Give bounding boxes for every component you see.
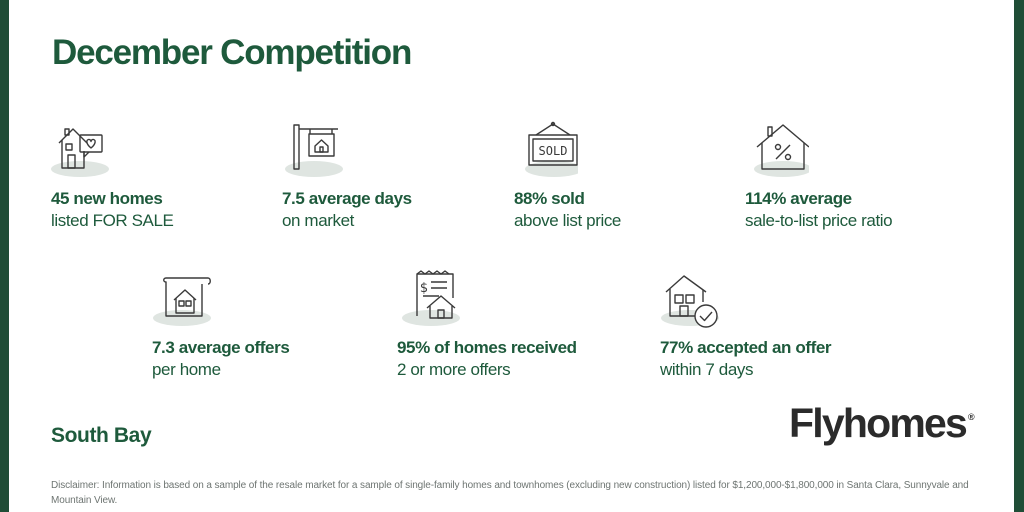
stat-average-offers: 7.3 average offers per home xyxy=(152,270,412,381)
stat-caption: above list price xyxy=(514,211,621,230)
house-check-icon xyxy=(660,270,724,332)
stat-new-homes: 45 new homes listed FOR SALE xyxy=(51,121,311,232)
stat-caption: listed FOR SALE xyxy=(51,211,174,230)
receipt-house-icon: $ xyxy=(397,270,461,332)
flyhomes-logo: Flyhomes ® xyxy=(789,400,975,447)
stat-multiple-offers: $ 95% of homes received 2 or more offers xyxy=(397,270,657,381)
sold-sign-icon: SOLD xyxy=(514,121,578,183)
stat-value: 45 new homes xyxy=(51,189,163,208)
for-sale-sign-icon xyxy=(282,121,346,183)
page-title: December Competition xyxy=(52,33,412,72)
stat-sale-to-list: 114% average sale-to-list price ratio xyxy=(745,121,1005,232)
stat-sold-above-list: SOLD 88% sold above list price xyxy=(514,121,774,232)
stat-caption: sale-to-list price ratio xyxy=(745,211,893,230)
region-label: South Bay xyxy=(51,424,152,447)
stat-value: 7.3 average offers xyxy=(152,338,290,357)
house-percent-icon xyxy=(745,121,809,183)
stat-caption: 2 or more offers xyxy=(397,360,511,379)
stat-value: 77% accepted an offer xyxy=(660,338,832,357)
stat-value: 88% sold xyxy=(514,189,585,208)
stat-value: 7.5 average days xyxy=(282,189,412,208)
registered-mark: ® xyxy=(968,412,975,422)
house-heart-icon xyxy=(51,121,115,183)
stat-value: 95% of homes received xyxy=(397,338,577,357)
infographic-card: December Competition 45 new homes listed… xyxy=(9,0,1014,512)
stat-accepted-offer: 77% accepted an offer within 7 days xyxy=(660,270,920,381)
stat-value: 114% average xyxy=(745,189,852,208)
disclaimer: Disclaimer: Information is based on a sa… xyxy=(51,480,969,506)
svg-text:SOLD: SOLD xyxy=(539,144,568,158)
svg-text:$: $ xyxy=(420,281,428,296)
stat-days-on-market: 7.5 average days on market xyxy=(282,121,542,232)
logo-text: Flyhomes xyxy=(789,400,968,446)
stat-caption: per home xyxy=(152,360,221,379)
stat-caption: within 7 days xyxy=(660,360,754,379)
stat-caption: on market xyxy=(282,211,354,230)
house-document-icon xyxy=(152,270,216,332)
